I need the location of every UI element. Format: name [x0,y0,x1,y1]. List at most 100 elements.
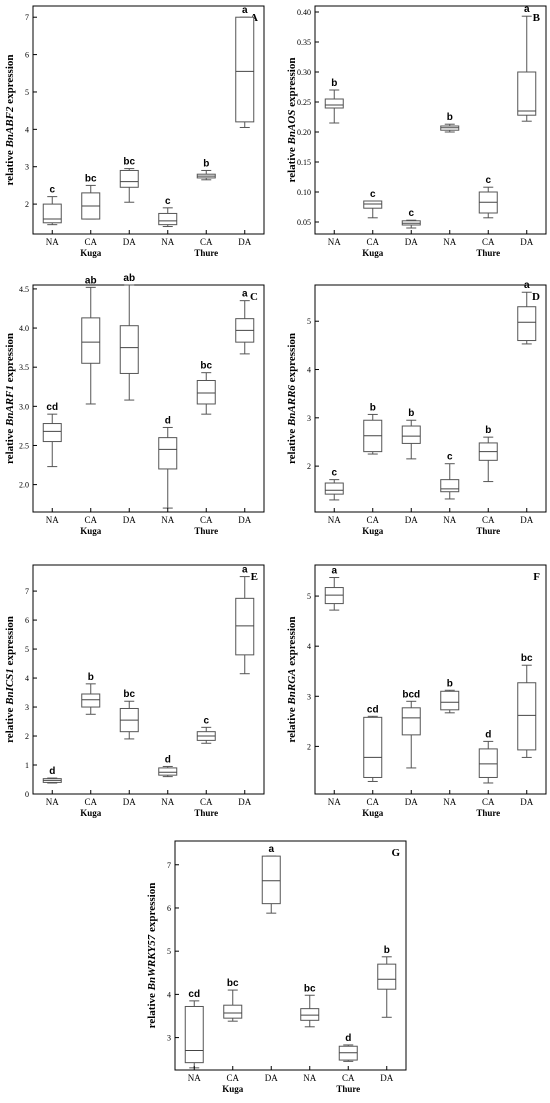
y-axis-label-gene: BnAOS [286,110,298,146]
iqr-box [363,716,383,778]
box-da-5: bc [517,653,537,758]
significance-letter: c [370,189,376,200]
significance-letter: bc [227,978,239,989]
significance-letter: bc [304,983,316,994]
box-da-2: c [401,208,421,229]
x-tick-label: CA [366,797,379,807]
x-tick-label: NA [188,1073,201,1083]
y-tick-label: 0.15 [297,158,311,167]
box-da-2: ab [119,273,139,401]
y-tick-label: 3.5 [19,363,29,372]
panel-label: E [251,571,258,583]
significance-letter: ab [123,273,135,284]
iqr-box [517,71,537,116]
significance-letter: cd [188,989,200,1000]
y-tick-label: 7 [167,861,171,870]
y-tick-label: 4 [25,125,29,134]
y-tick-label: 3 [25,703,29,712]
x-tick-label: DA [265,1073,278,1083]
box-na-3: c [158,196,178,228]
panel-label: G [391,847,400,859]
chart-panel-d: 2 3 4 5 relative BnARR6 expression Dc NA b CA b DA… [286,280,547,536]
y-tick-label: 2 [25,200,29,209]
significance-letter: bc [123,689,135,700]
y-axis-label-gene: BnABF2 [4,106,16,148]
x-tick-label: DA [405,797,418,807]
y-tick-label: 2.0 [19,481,29,490]
x-tick-label: DA [520,515,533,525]
y-tick-label: 5 [25,88,29,97]
y-tick-label: 0.30 [297,68,311,77]
box-ca-1: cd [363,704,383,782]
iqr-box [363,200,383,209]
panel-label: F [533,571,540,583]
box-ca-1: b [363,402,383,455]
panel-frame [32,564,265,795]
panel-frame [174,840,407,1071]
iqr-box [300,1008,320,1021]
box-ca-4: d [478,729,498,784]
box-na-0: d [42,766,62,784]
y-axis-label-gene: BnWRKY57 [146,934,158,991]
iqr-box [324,482,344,495]
x-tick-label: CA [482,515,495,525]
y-axis-label: relative BnRGA expression [286,616,298,742]
y-tick-label: 0.35 [297,38,311,47]
significance-letter: d [165,415,171,426]
significance-letter: b [485,425,491,436]
significance-letter: bc [521,653,533,664]
y-axis-label-gene: BnARF1 [4,385,16,427]
significance-letter: b [88,672,94,683]
x-tick-label: NA [161,515,174,525]
significance-letter: a [524,280,530,291]
group-label-kuga: Kuga [80,248,102,258]
significance-letter: b [384,945,390,956]
group-label-kuga: Kuga [362,248,384,258]
iqr-box [440,690,460,711]
significance-letter: b [447,112,453,123]
x-tick-label: DA [238,797,251,807]
y-tick-label: 2 [307,742,311,751]
iqr-box [223,1004,243,1019]
x-tick-label: CA [84,515,97,525]
iqr-box [196,379,216,405]
iqr-box [158,437,178,470]
x-tick-label: DA [238,237,251,247]
x-tick-label: NA [46,797,59,807]
y-tick-label: 1 [25,761,29,770]
y-axis-label-prefix: relative [286,144,298,182]
box-na-3: bc [300,983,320,1028]
iqr-box [235,16,255,123]
significance-letter: c [447,452,453,463]
y-axis-label-suffix: expression [286,616,298,668]
y-axis-label: relative BnABF2 expression [4,54,16,185]
y-tick-label: 7 [25,13,29,22]
y-tick-label: 5 [307,317,311,326]
y-axis-label-suffix: expression [286,58,298,110]
box-da-5: a [235,5,255,128]
box-da-5: b [377,945,397,1018]
box-na-3: c [440,452,460,500]
y-tick-label: 0.05 [297,218,311,227]
x-tick-label: NA [161,797,174,807]
significance-letter: b [408,408,414,419]
y-axis-label-gene: BnICS1 [4,668,16,706]
y-tick-label: 4.0 [19,324,29,333]
x-tick-label: NA [328,515,341,525]
iqr-box [324,98,344,109]
y-tick-label: 0.10 [297,188,311,197]
significance-letter: c [203,715,209,726]
box-ca-4: bc [196,361,216,415]
significance-letter: a [242,289,248,300]
iqr-box [478,748,498,778]
chart-panel-b: 0.05 0.10 0.15 0.20 0.25 0.30 0.35 0.40 relative… [286,4,547,258]
y-tick-label: 5 [307,592,311,601]
iqr-box [517,682,537,751]
y-tick-label: 4 [307,366,311,375]
y-axis-label: relative BnARF1 expression [4,333,16,464]
box-da-5: a [517,4,537,122]
group-label-kuga: Kuga [222,1084,244,1094]
x-tick-label: DA [405,515,418,525]
y-tick-label: 6 [167,904,171,913]
